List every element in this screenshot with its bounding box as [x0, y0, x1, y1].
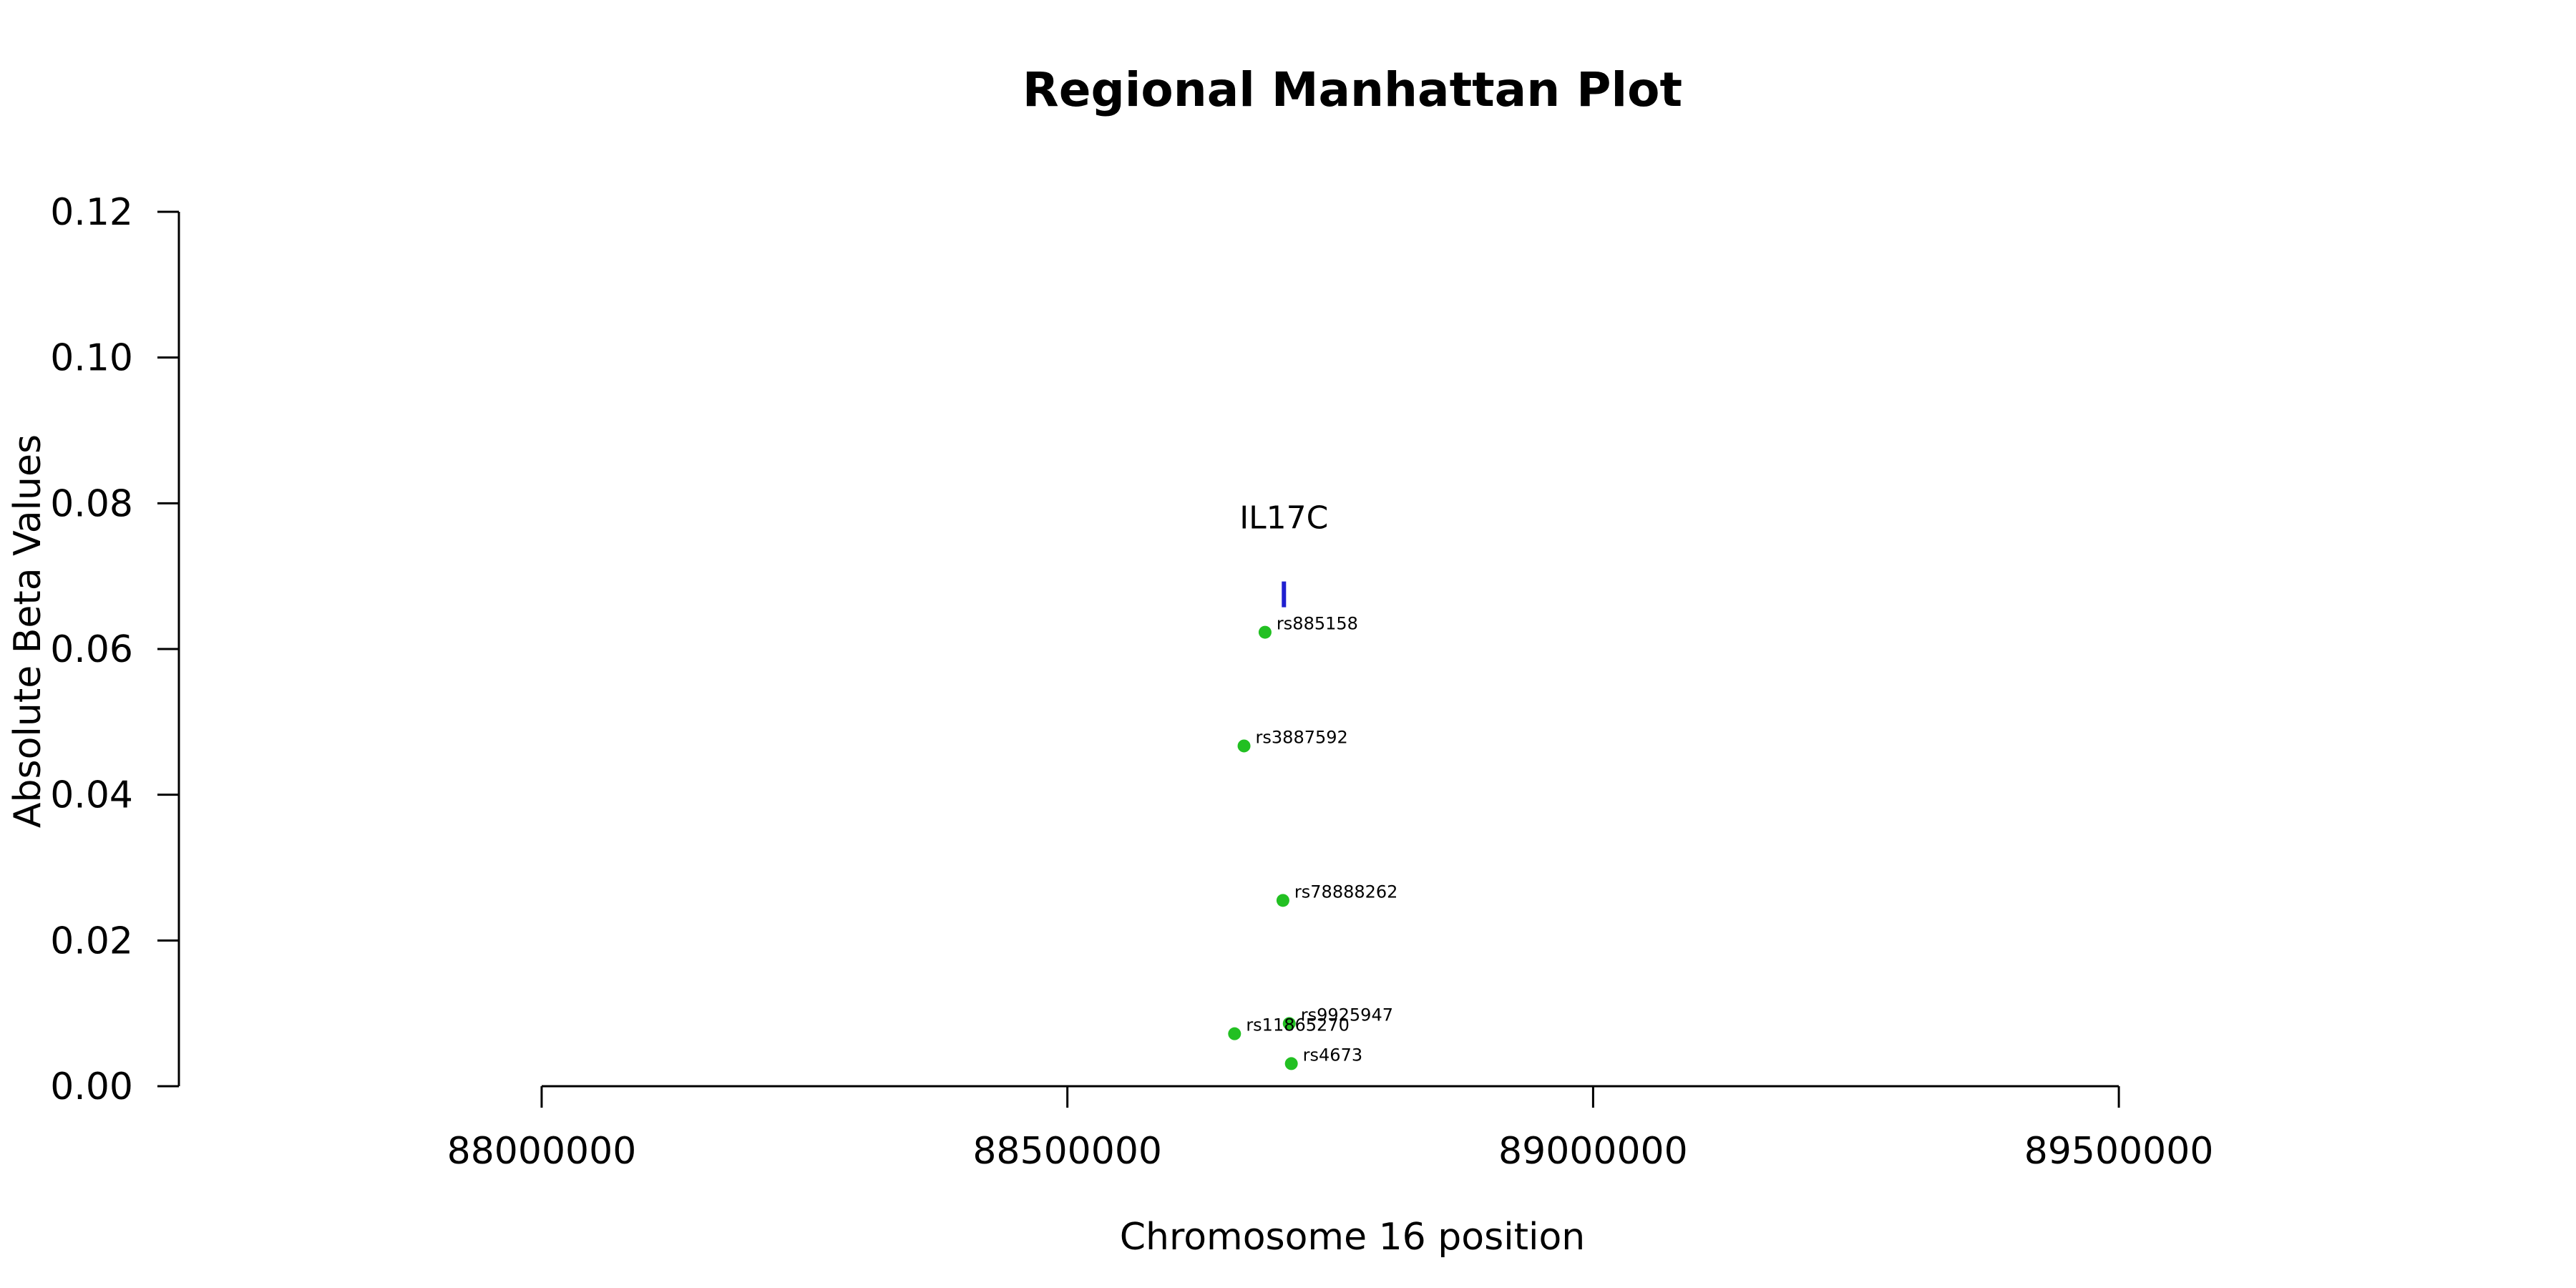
snp-point — [1258, 625, 1272, 639]
chart-title: Regional Manhattan Plot — [1023, 62, 1682, 117]
snp-point — [1282, 1017, 1296, 1030]
y-tick-label: 0.08 — [50, 482, 133, 525]
gene-track: IL17C — [1239, 500, 1328, 608]
snp-label: rs3887592 — [1256, 727, 1348, 747]
y-tick-label: 0.10 — [50, 337, 133, 380]
y-tick-label: 0.02 — [50, 919, 133, 962]
y-tick-label: 0.12 — [50, 191, 133, 234]
y-tick-label: 0.06 — [50, 628, 133, 671]
snp-point — [1237, 739, 1251, 753]
x-tick-label: 89500000 — [2024, 1130, 2214, 1173]
snp-label: rs9925947 — [1301, 1005, 1393, 1025]
snp-point — [1284, 1057, 1298, 1070]
x-tick-label: 88500000 — [972, 1130, 1162, 1173]
x-tick-label: 89000000 — [1498, 1130, 1688, 1173]
y-axis: 0.00 0.02 0.04 0.06 0.08 0.10 0.12 — [50, 191, 180, 1108]
x-axis-label: Chromosome 16 position — [1120, 1216, 1586, 1259]
snp-label: rs78888262 — [1294, 882, 1398, 902]
snp-point — [1276, 894, 1289, 907]
snp-points: rs885158 rs3887592 rs78888262 rs9925947rs11… — [1228, 614, 1397, 1070]
snp-point — [1228, 1027, 1241, 1040]
snp-label: rs4673 — [1303, 1045, 1362, 1065]
snp-label: rs11865270 — [1246, 1015, 1350, 1035]
y-axis-label: Absolute Beta Values — [6, 434, 49, 828]
y-tick-label: 0.00 — [50, 1065, 133, 1108]
x-tick-label: 88000000 — [447, 1130, 637, 1173]
y-tick-label: 0.04 — [50, 774, 133, 817]
snp-label: rs885158 — [1277, 614, 1358, 634]
gene-label: IL17C — [1239, 500, 1328, 537]
x-axis: 88000000 88500000 89000000 89500000 — [447, 1085, 2214, 1173]
